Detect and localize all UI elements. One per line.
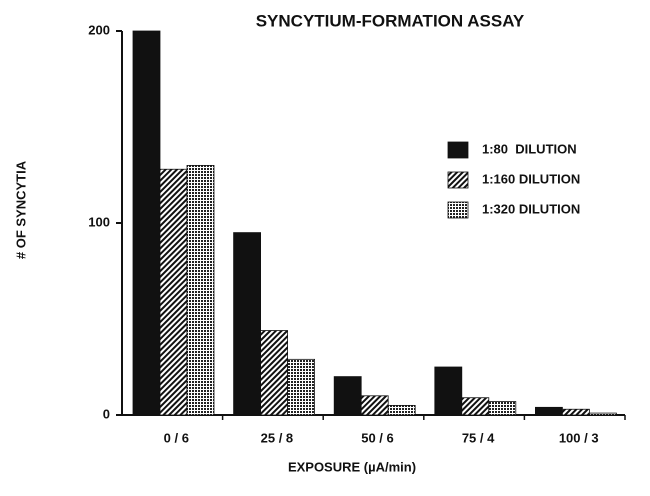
x-tick-label: 50 / 6 [361,430,394,445]
bar [434,366,463,416]
legend-swatch [447,201,469,219]
bar [387,404,416,416]
bar [461,397,490,416]
bar [132,30,161,416]
bar [535,406,563,416]
bar [333,376,362,416]
bar [360,395,389,416]
bar [260,330,289,416]
bar [233,232,262,416]
y-tick-label: 200 [88,22,110,37]
chart-title: SYNCYTIUM-FORMATION ASSAY [256,11,525,30]
legend-swatch [447,141,469,159]
legend-label: 1:80 DILUTION [482,141,577,156]
bar [562,408,590,416]
x-tick-label: 25 / 8 [261,430,294,445]
x-tick-label: 0 / 6 [164,430,189,445]
legend-label: 1:320 DILUTION [482,201,580,216]
y-tick-label: 0 [103,406,110,421]
y-axis-label: # OF SYNCYTIA [13,160,28,259]
bar [186,164,215,416]
legend-label: 1:160 DILUTION [482,171,580,186]
bar [488,401,517,416]
x-tick-label: 100 / 3 [559,430,599,445]
x-axis-label: EXPOSURE (µA/min) [288,459,416,474]
bar [159,168,188,416]
bar [287,358,316,416]
legend-swatch [447,171,469,189]
y-tick-label: 100 [88,214,110,229]
bar [589,412,617,416]
x-tick-label: 75 / 4 [462,430,495,445]
